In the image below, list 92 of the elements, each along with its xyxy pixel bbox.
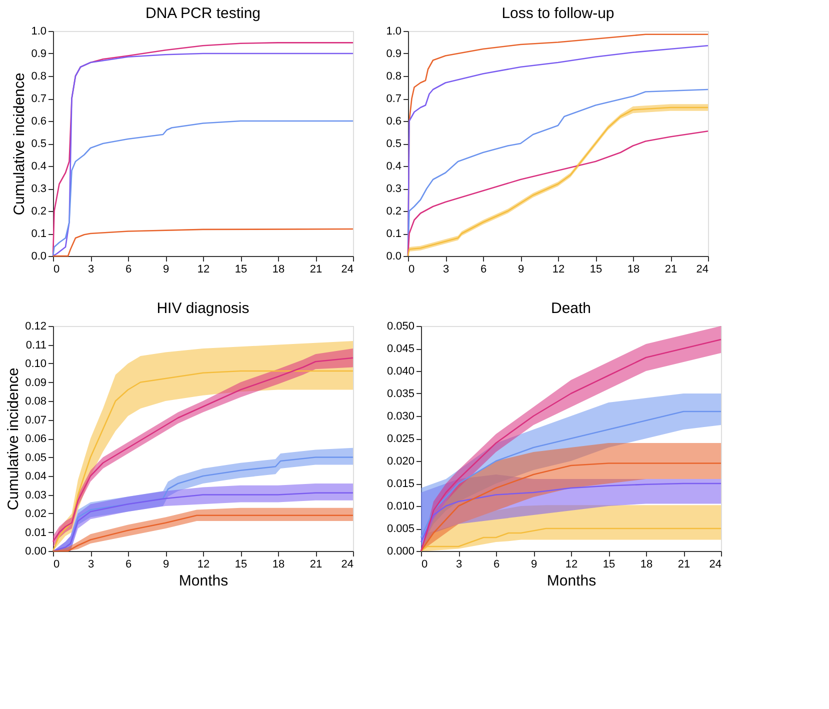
y-tick-label: 0.0 (386, 250, 402, 262)
y-tick-label: 0.035 (386, 388, 414, 400)
y-tick-label: 0.040 (386, 366, 414, 378)
y-tick-label: 0.01 (25, 526, 46, 539)
y-tick-label: 0.00 (25, 546, 46, 558)
line-series (420, 410, 722, 538)
y-tick-label: 0.09 (25, 376, 46, 389)
y-tick-label: 0.9 (31, 48, 46, 60)
y-tick-label: 0.12 (25, 320, 46, 332)
x-tick-label: 12 (197, 558, 210, 570)
y-tick-label: 0.5 (386, 138, 402, 150)
y-tick-label: 0.05 (25, 452, 46, 464)
x-tick-label: 9 (162, 264, 170, 276)
y-axis-title: Cumulative incidence (11, 72, 28, 216)
y-tick-label: 0.010 (386, 500, 414, 512)
y-tick-label: 0.4 (31, 160, 46, 172)
x-tick-label: 6 (480, 264, 487, 276)
y-tick-label: 0.8 (386, 70, 402, 82)
x-tick-label: 3 (88, 264, 94, 276)
x-tick-label: 0 (54, 264, 60, 276)
x-tick-label: 6 (125, 264, 132, 276)
x-tick-label: 21 (664, 264, 678, 276)
x-tick-label: 24 (696, 264, 708, 276)
x-tick-label: 15 (234, 264, 248, 276)
y-tick-label: 1.0 (31, 26, 46, 38)
y-tick-label: 0.04 (25, 470, 46, 482)
y-tick-label: 0.10 (25, 358, 46, 370)
x-tick-label: 24 (709, 558, 722, 570)
y-tick-label: 0.07 (25, 414, 46, 426)
y-tick-label: 0.7 (31, 93, 46, 105)
chart-title: Loss to follow-up (502, 5, 614, 22)
x-tick-label: 18 (627, 264, 640, 276)
x-axis-title: Months (178, 572, 228, 590)
y-tick-label: 0.025 (386, 433, 414, 445)
x-tick-label: 12 (197, 264, 210, 276)
x-tick-label: 9 (530, 558, 538, 570)
y-tick-label: 0.2 (386, 206, 402, 218)
y-tick-label: 0.03 (25, 489, 46, 502)
y-tick-label: 0.9 (386, 48, 402, 60)
y-tick-label: 0.2 (31, 206, 46, 218)
y-tick-label: 0.06 (25, 433, 46, 445)
x-tick-label: 6 (493, 558, 500, 570)
x-axis-title: Months (546, 572, 596, 590)
y-tick-label: 0.050 (386, 320, 414, 332)
x-tick-label: 3 (456, 558, 462, 570)
line-series (420, 482, 722, 543)
x-tick-label: 3 (442, 264, 450, 276)
chart-title: HIV diagnosis (156, 300, 250, 317)
x-tick-label: 12 (552, 264, 565, 276)
x-tick-label: 24 (341, 264, 354, 276)
y-tick-label: 0.6 (386, 116, 402, 128)
y-tick-label: 0.6 (31, 116, 46, 128)
y-tick-label: 0.015 (386, 478, 414, 490)
y-tick-label: 0.005 (386, 523, 414, 535)
x-tick-label: 15 (234, 558, 248, 570)
x-tick-label: 21 (310, 558, 322, 570)
x-tick-label: 21 (678, 558, 690, 570)
x-tick-label: 15 (602, 558, 616, 570)
x-tick-label: 18 (272, 558, 285, 570)
y-tick-label: 0.045 (386, 343, 414, 355)
y-tick-label: 0.0 (31, 250, 46, 262)
x-tick-label: 24 (341, 558, 354, 570)
y-tick-label: 0.1 (386, 228, 402, 240)
y-tick-label: 0.7 (386, 93, 402, 105)
x-tick-label: 21 (310, 264, 322, 276)
y-tick-label: 0.02 (25, 508, 46, 520)
x-tick-label: 0 (422, 558, 428, 570)
x-tick-label: 15 (590, 264, 602, 276)
y-tick-label: 0.020 (386, 456, 414, 468)
x-tick-label: 18 (272, 264, 285, 276)
y-axis-title: Cumulative incidence (5, 368, 22, 510)
x-tick-label: 9 (518, 264, 524, 276)
y-tick-label: 0.8 (31, 70, 46, 82)
x-tick-label: 12 (565, 558, 578, 570)
x-tick-label: 9 (162, 558, 170, 570)
x-tick-label: 0 (408, 264, 415, 276)
y-tick-label: 0.08 (25, 396, 46, 408)
y-tick-label: 0.4 (386, 160, 402, 172)
x-tick-label: 3 (88, 558, 94, 570)
y-tick-label: 1.0 (386, 26, 402, 38)
y-tick-label: 0.3 (31, 183, 46, 195)
chart-title: DNA PCR testing (145, 5, 261, 22)
x-tick-label: 6 (125, 558, 132, 570)
x-tick-label: 0 (54, 558, 60, 570)
y-tick-label: 0.000 (386, 546, 414, 558)
chart-title: Death (550, 300, 592, 317)
y-tick-label: 0.030 (386, 410, 414, 422)
y-tick-label: 0.5 (31, 138, 46, 150)
y-tick-label: 0.3 (386, 183, 402, 195)
x-tick-label: 18 (640, 558, 653, 570)
y-tick-label: 0.1 (31, 228, 46, 240)
y-tick-label: 0.11 (26, 339, 46, 352)
